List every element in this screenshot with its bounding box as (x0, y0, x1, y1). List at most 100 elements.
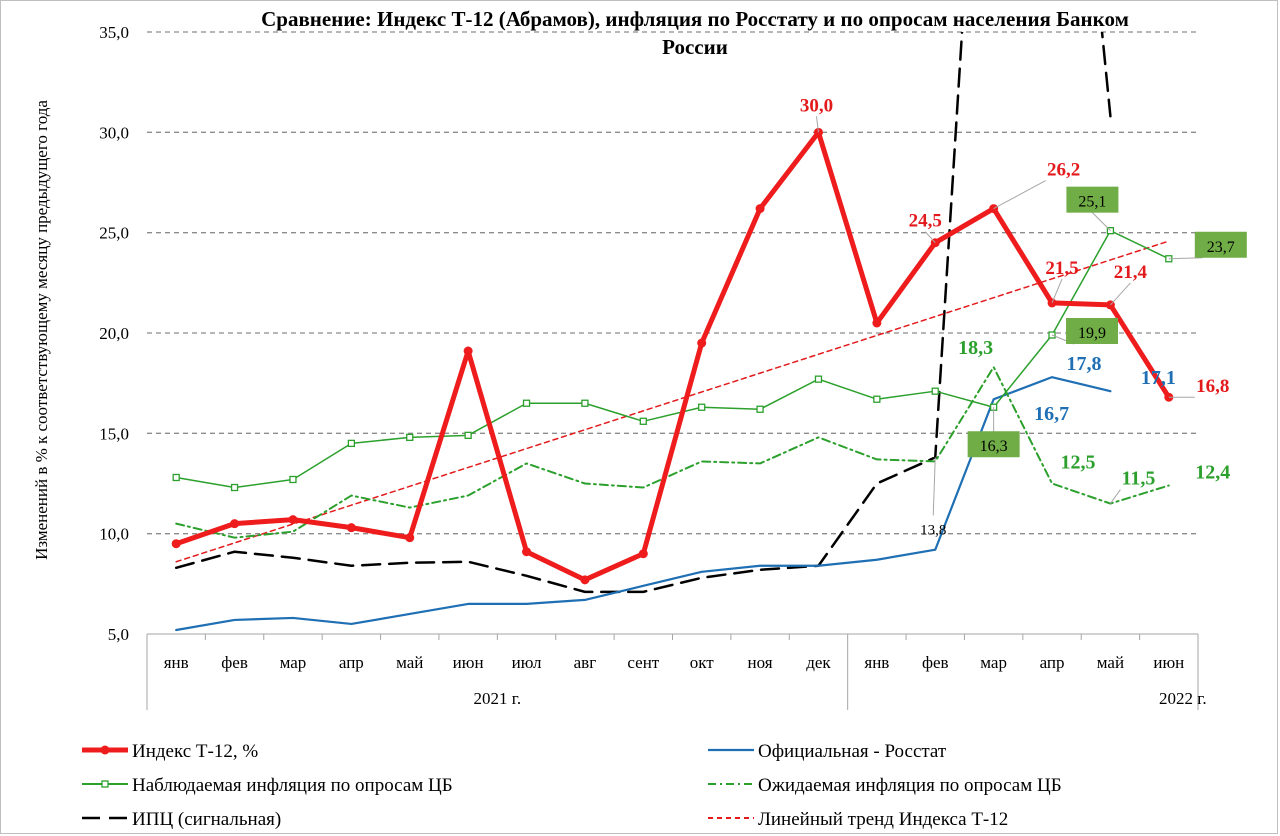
y-tick-label: 35,0 (99, 23, 129, 42)
x-tick-label: апр (339, 653, 364, 672)
x-tick-label: сент (627, 653, 659, 672)
legend-label: Ожидаемая инфляция по опросам ЦБ (758, 775, 1062, 796)
chart-title-line-1: Сравнение: Индекс Т-12 (Абрамов), инфляц… (261, 7, 1129, 31)
y-axis-label: Изменений в % к соответствующему месяцу … (32, 100, 51, 560)
point-marker (230, 483, 239, 492)
point-marker (873, 395, 881, 403)
point-marker (756, 405, 764, 413)
year-group-label: 2022 г. (1159, 689, 1207, 708)
data-label: 26,2 (1047, 160, 1080, 181)
series-line (174, 32, 1112, 594)
label-leader-line (1110, 489, 1121, 504)
legend-label: Наблюдаемая инфляция по опросам ЦБ (132, 775, 453, 796)
data-label: 21,4 (1114, 262, 1148, 283)
label-leader-line (932, 457, 936, 516)
legend-label: Официальная - Росстат (758, 741, 947, 762)
point-marker (522, 547, 532, 557)
x-tick-label: июн (453, 653, 484, 672)
label-leader-line (1110, 282, 1131, 306)
point-marker (639, 417, 647, 425)
data-labels: 30,0 24,5 26,2 21,5 21,4 16,8 17,8 17,1 16,7 18,3… (800, 95, 1247, 538)
legend-marker (101, 780, 109, 788)
point-marker (581, 399, 589, 407)
point-marker (346, 523, 356, 533)
label-leader-line (924, 231, 936, 244)
y-tick-label: 15,0 (99, 424, 129, 443)
legend-label: ИПЦ (сигнальная) (132, 809, 281, 830)
label-leader-line (815, 116, 819, 133)
x-tick-label: фев (221, 653, 248, 672)
x-tick-label: июн (1153, 653, 1184, 672)
point-marker (697, 338, 707, 348)
legend-label: Линейный тренд Индекса Т-12 (758, 809, 1008, 830)
series-markers (171, 127, 1174, 585)
label-leader-line (1092, 212, 1111, 232)
series-line (175, 240, 1170, 563)
point-marker (698, 403, 706, 411)
x-tick-label: фев (922, 653, 949, 672)
data-label: 16,7 (1034, 403, 1069, 425)
point-marker (405, 533, 415, 543)
series-lines (173, 32, 1172, 632)
series-line (175, 366, 1170, 539)
point-marker (289, 475, 297, 484)
point-marker (872, 318, 882, 328)
x-tick-label: дек (806, 653, 831, 672)
x-tick-label: янв (164, 653, 189, 672)
point-marker (230, 519, 240, 529)
legend-label: Индекс Т-12, % (132, 741, 258, 762)
data-label: 19,9 (1078, 325, 1106, 342)
y-tick-label: 20,0 (99, 324, 129, 343)
label-leader-line (1168, 257, 1203, 260)
data-label: 17,1 (1141, 367, 1176, 389)
point-marker (463, 346, 473, 356)
data-label: 11,5 (1121, 468, 1155, 490)
data-label: 23,7 (1207, 239, 1235, 256)
data-label-box (967, 431, 1020, 458)
point-marker (931, 387, 939, 395)
x-tick-label: май (396, 653, 423, 672)
data-label: 16,3 (980, 438, 1008, 455)
y-tick-label: 10,0 (99, 525, 129, 544)
data-label: 16,8 (1196, 376, 1229, 397)
y-tick-label: 25,0 (99, 224, 129, 243)
series-line (175, 376, 1112, 632)
point-marker (755, 204, 765, 214)
x-tick-label: апр (1040, 653, 1065, 672)
data-label: 25,1 (1078, 194, 1106, 211)
x-tick-label: май (1097, 653, 1124, 672)
x-tick-label: мар (280, 653, 307, 672)
point-marker (580, 575, 590, 585)
data-label-box (1194, 231, 1247, 258)
point-marker (814, 375, 823, 383)
label-leader-line (1051, 278, 1063, 304)
series-line (173, 129, 1172, 583)
y-tick-label: 30,0 (99, 123, 129, 142)
data-label: 24,5 (909, 211, 942, 232)
x-tick-label: янв (864, 653, 889, 672)
x-tick-label: окт (690, 653, 715, 672)
grid-lines: 5,0 10,0 15,0 20,0 25,0 30,0 35,0 (99, 23, 1198, 644)
data-label-box (1066, 186, 1119, 213)
y-tick-label: 5,0 (108, 625, 129, 644)
point-marker (638, 549, 648, 559)
data-label-box (1066, 318, 1119, 345)
data-label: 13,8 (920, 522, 946, 538)
axes: янв фев мар апр май июн июл авг сент окт ноя дек янв… (146, 633, 1207, 710)
data-label: 30,0 (800, 95, 833, 116)
point-marker (406, 433, 414, 441)
point-marker (347, 439, 356, 448)
x-tick-label: авг (574, 653, 597, 672)
x-tick-label: мар (980, 653, 1007, 672)
x-tick-label: ноя (748, 653, 773, 672)
legend-marker (100, 745, 110, 755)
point-marker (171, 539, 181, 549)
year-group-label: 2021 г. (474, 689, 522, 708)
label-leader-line (993, 180, 1046, 210)
data-label: 21,5 (1045, 258, 1078, 279)
x-tick-label: июл (512, 653, 542, 672)
legend: Индекс Т-12, % Официальная - Росстат Наблю… (82, 741, 1062, 830)
data-label: 12,5 (1061, 452, 1096, 474)
